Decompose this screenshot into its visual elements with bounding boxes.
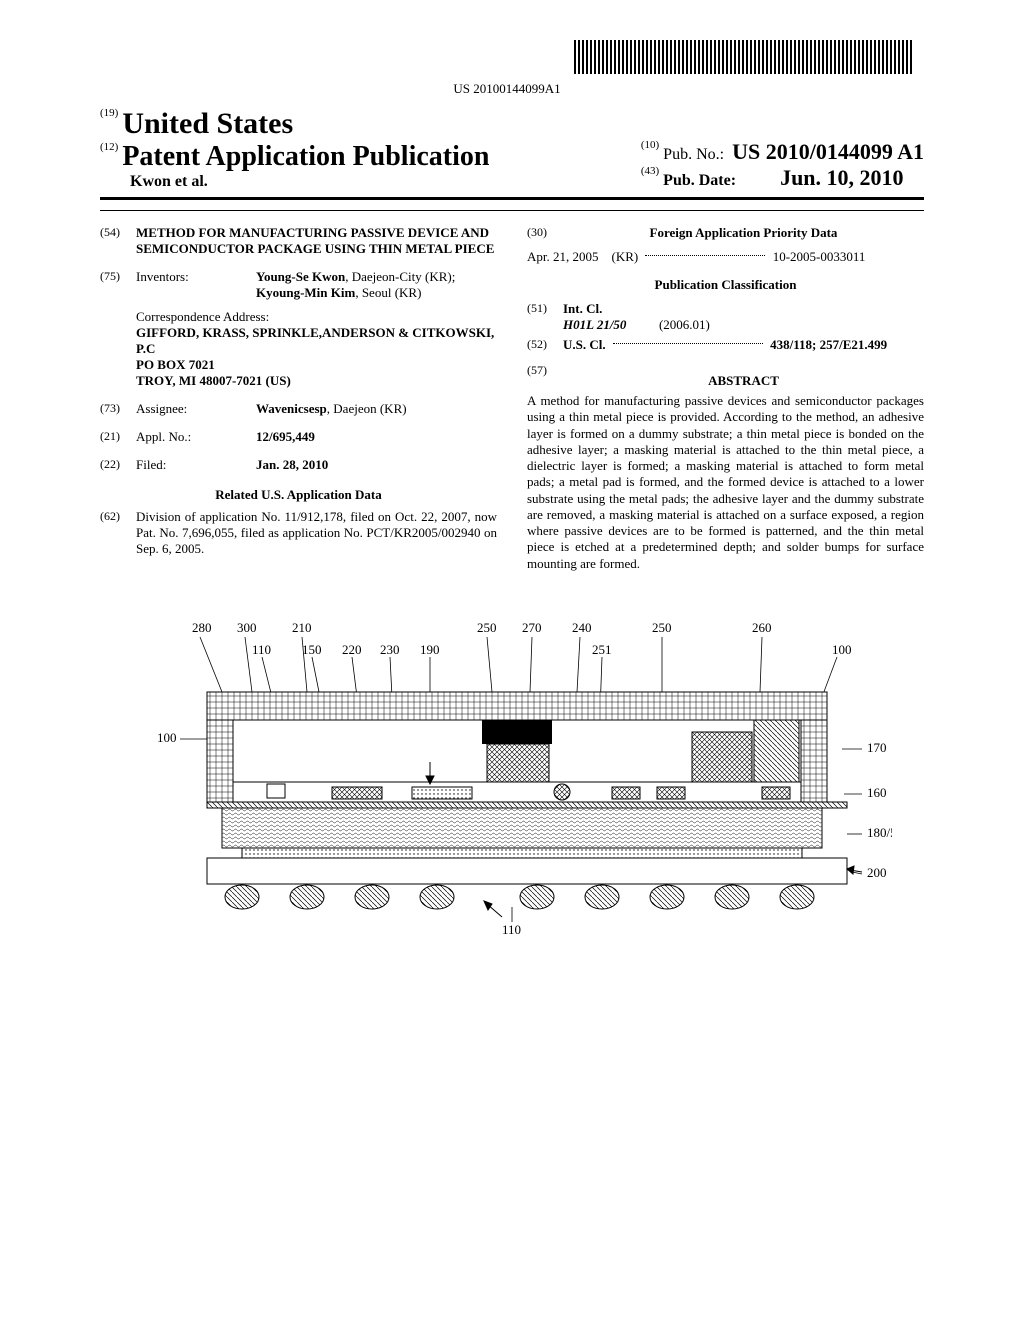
inventors: Young-Se Kwon, Daejeon-City (KR); Kyoung…: [256, 269, 455, 300]
svg-text:190: 190: [420, 642, 440, 657]
svg-text:230: 230: [380, 642, 400, 657]
uscl-value: 438/118; 257/E21.499: [770, 337, 887, 352]
svg-text:250: 250: [477, 620, 497, 635]
svg-text:100: 100: [832, 642, 852, 657]
inventors-tag: (75): [100, 269, 136, 301]
svg-text:260: 260: [752, 620, 772, 635]
foreign-heading: Foreign Application Priority Data: [563, 225, 924, 241]
document-type: Patent Application Publication: [122, 141, 489, 172]
svg-text:240: 240: [572, 620, 592, 635]
svg-text:210: 210: [292, 620, 312, 635]
foreign-tag: (30): [527, 225, 563, 241]
svg-text:300: 300: [237, 620, 257, 635]
intcl-code: H01L 21/50: [563, 317, 626, 332]
correspondence-label: Correspondence Address:: [136, 309, 497, 325]
inventors-label: Inventors:: [136, 269, 256, 301]
svg-text:150: 150: [302, 642, 322, 657]
svg-text:270: 270: [522, 620, 542, 635]
applno-tag: (21): [100, 429, 136, 445]
svg-text:200: 200: [867, 865, 887, 880]
dot-leader: [613, 343, 763, 344]
applno-label: Appl. No.:: [136, 429, 256, 445]
filed-date: Jan. 28, 2010: [256, 457, 497, 473]
abstract-text: A method for manufacturing passive devic…: [527, 393, 924, 572]
uscl-label: U.S. Cl.: [563, 337, 606, 352]
pubdate-tag: (43): [641, 165, 659, 177]
svg-text:160: 160: [867, 785, 887, 800]
invention-title: METHOD FOR MANUFACTURING PASSIVE DEVICE …: [136, 225, 497, 257]
title-tag: (54): [100, 225, 136, 257]
dot-leader: [645, 255, 765, 256]
abstract-heading: ABSTRACT: [563, 373, 924, 389]
svg-text:170: 170: [867, 740, 887, 755]
foreign-country: (KR): [612, 249, 639, 264]
authors: Kwon et al.: [130, 173, 489, 191]
barcode-icon: [574, 40, 914, 74]
svg-text:110: 110: [252, 642, 271, 657]
intcl-label: Int. Cl.: [563, 301, 710, 317]
barcode-number: US 20100144099A1: [100, 81, 914, 97]
assignee: Wavenicsesp, Daejeon (KR): [256, 401, 407, 416]
filed-tag: (22): [100, 457, 136, 473]
svg-text:110: 110: [502, 922, 521, 937]
svg-text:250: 250: [652, 620, 672, 635]
intcl-tag: (51): [527, 301, 563, 333]
intcl-year: (2006.01): [659, 317, 710, 332]
svg-text:251: 251: [592, 642, 612, 657]
division-text: Division of application No. 11/912,178, …: [136, 509, 497, 557]
svg-text:220: 220: [342, 642, 362, 657]
publication-date: Jun. 10, 2010: [780, 165, 903, 190]
country: United States: [122, 107, 293, 140]
pubclass-heading: Publication Classification: [527, 277, 924, 293]
filed-label: Filed:: [136, 457, 256, 473]
related-data-heading: Related U.S. Application Data: [100, 487, 497, 503]
left-column: (54) METHOD FOR MANUFACTURING PASSIVE DE…: [100, 225, 497, 572]
svg-text:100: 100: [157, 730, 177, 745]
patent-figure: 280 300 210 110 150 220 230 190 250 270 …: [100, 612, 924, 972]
header: (19) United States (12) Patent Applicati…: [100, 107, 924, 200]
pubno-tag: (10): [641, 139, 659, 151]
assignee-label: Assignee:: [136, 401, 256, 417]
pubno-label: Pub. No.:: [663, 146, 724, 163]
foreign-date: Apr. 21, 2005: [527, 249, 599, 264]
right-column: (30) Foreign Application Priority Data A…: [527, 225, 924, 572]
correspondence-address: GIFFORD, KRASS, SPRINKLE,ANDERSON & CITK…: [136, 325, 497, 389]
abstract-tag: (57): [527, 363, 563, 389]
application-number: 12/695,449: [256, 429, 497, 445]
division-tag: (62): [100, 509, 136, 557]
country-tag: (19): [100, 107, 118, 119]
uscl-tag: (52): [527, 337, 563, 353]
barcode-region: US 20100144099A1: [100, 40, 924, 97]
publication-number: US 2010/0144099 A1: [732, 139, 924, 164]
doctype-tag: (12): [100, 141, 118, 153]
pubdate-label: Pub. Date:: [663, 172, 736, 189]
svg-text:280: 280: [192, 620, 212, 635]
figure-svg: 280 300 210 110 150 220 230 190 250 270 …: [132, 612, 892, 952]
assignee-tag: (73): [100, 401, 136, 417]
svg-text:180/500: 180/500: [867, 825, 892, 840]
foreign-number: 10-2005-0033011: [773, 249, 866, 264]
